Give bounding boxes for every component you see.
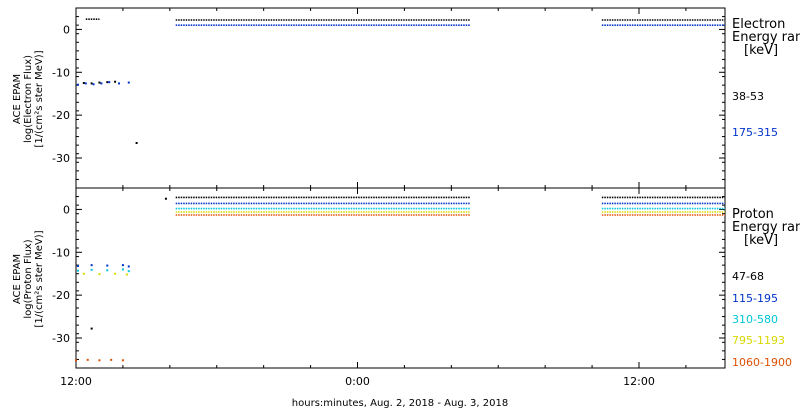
electron-ytick-label: -20 <box>52 109 70 122</box>
proton-panel: ACE EPAM log(Proton Flux) [1/(cm²s ster … <box>12 187 800 369</box>
electron-series-38-53 <box>82 18 725 144</box>
electron-series-38-53-point <box>82 82 85 84</box>
proton-plot-frame <box>75 187 726 369</box>
electron-series-175-315-point <box>76 83 79 86</box>
proton-series-1060-1900-point <box>110 358 113 361</box>
proton-series-795-1193-point <box>98 273 101 276</box>
proton-series-795-1193 <box>82 211 725 276</box>
x-tick-label: 0:00 <box>345 375 370 388</box>
proton-legend-entry-115-195: 115-195 <box>732 292 778 305</box>
proton-ylabel-line3: [1/(cm²s ster MeV)] <box>34 230 45 327</box>
proton-series-310-580-point <box>90 268 93 271</box>
proton-series-115-195 <box>76 202 725 268</box>
electron-series-38-53-point <box>114 80 117 83</box>
x-tick-label: 12:00 <box>623 375 655 388</box>
proton-series-1060-1900-point <box>98 359 101 362</box>
electron-series-175-315-point <box>127 81 130 84</box>
proton-series-310-580-point <box>106 269 109 272</box>
proton-y-axis-label: ACE EPAM log(Proton Flux) [1/(cm²s ster … <box>12 230 45 327</box>
proton-series-1060-1900 <box>75 214 725 362</box>
electron-legend-title-line3: [keV] <box>744 43 778 58</box>
proton-legend-title-line1: Proton <box>732 207 774 222</box>
electron-legend-entry-38-53: 38-53 <box>732 90 764 103</box>
electron-series-175-315-point <box>118 82 121 85</box>
proton-series-115-195-point <box>121 264 124 267</box>
proton-ytick-label: -30 <box>52 332 70 345</box>
electron-series-38-53-point <box>98 81 101 84</box>
proton-ylabel-line2: log(Proton Flux) <box>23 239 34 318</box>
proton-legend-title-line3: [keV] <box>744 233 778 248</box>
electron-series-175-315-point <box>84 82 87 85</box>
proton-legend: Proton Energy ranges [keV] 47-68 115-195… <box>732 207 800 369</box>
proton-series-1060-1900-point <box>121 359 124 362</box>
proton-series-115-195-point <box>90 264 93 267</box>
electron-legend: Electron Energy ranges [keV] 38-53 175-3… <box>732 17 800 139</box>
proton-series-115-195-point <box>127 265 130 268</box>
proton-series-47-68-point <box>164 197 167 200</box>
proton-ytick-label: 0 <box>63 203 70 216</box>
electron-series-175-315-point <box>92 83 95 86</box>
proton-legend-entry-310-580: 310-580 <box>732 313 778 326</box>
electron-legend-title-line2: Energy ranges <box>732 30 800 45</box>
proton-series-1060-1900-point <box>75 359 77 362</box>
proton-series-795-1193-point <box>82 272 85 275</box>
electron-series-38-53-point <box>106 81 109 84</box>
electron-panel: ACE EPAM log(Electron Flux) [1/(cm²s ste… <box>12 7 800 189</box>
proton-legend-entry-47-68: 47-68 <box>732 270 764 283</box>
electron-ylabel-line2: log(Electron Flux) <box>23 55 34 143</box>
proton-series-115-195-point <box>106 264 109 267</box>
electron-ytick-label: -10 <box>52 66 70 79</box>
proton-ylabel-line1: ACE EPAM <box>12 254 23 304</box>
proton-series-1060-1900-point <box>86 358 89 361</box>
electron-series-38-53-point <box>135 142 138 144</box>
electron-legend-title-line1: Electron <box>732 17 785 32</box>
x-axis: 12:00 0:00 12:00 <box>60 375 655 388</box>
proton-series-310-580-point <box>127 270 130 273</box>
proton-series-795-1193-point <box>114 272 117 275</box>
electron-plot-frame <box>75 7 726 189</box>
proton-legend-title-line2: Energy ranges <box>732 220 800 235</box>
proton-series-310-580 <box>76 207 725 273</box>
proton-series-310-580-point <box>76 269 79 272</box>
proton-series-47-68-point <box>90 327 93 330</box>
proton-legend-entry-1060-1900: 1060-1900 <box>732 356 792 369</box>
electron-ytick-label: 0 <box>63 23 70 36</box>
proton-series-47-68 <box>90 196 725 330</box>
electron-ylabel-line1: ACE EPAM <box>12 74 23 124</box>
electron-y-axis-label: ACE EPAM log(Electron Flux) [1/(cm²s ste… <box>12 50 45 147</box>
proton-series-115-195-point <box>76 265 79 267</box>
proton-ytick-label: -10 <box>52 246 70 259</box>
electron-series-175-315-point <box>100 82 103 85</box>
electron-ytick-label: -30 <box>52 152 70 165</box>
electron-series-175-315 <box>76 24 725 86</box>
proton-ytick-label: -20 <box>52 289 70 302</box>
electron-series-175-315-point <box>108 81 111 84</box>
electron-series-38-53-point <box>90 82 93 85</box>
x-axis-label: hours:minutes, Aug. 2, 2018 - Aug. 3, 20… <box>292 398 508 409</box>
electron-legend-entry-175-315: 175-315 <box>732 126 778 139</box>
electron-ylabel-line3: [1/(cm²s ster MeV)] <box>34 50 45 147</box>
proton-legend-entry-795-1193: 795-1193 <box>732 334 785 347</box>
proton-series-310-580-point <box>121 268 124 271</box>
x-tick-label: 12:00 <box>60 375 92 388</box>
proton-series-795-1193-point <box>125 273 128 276</box>
